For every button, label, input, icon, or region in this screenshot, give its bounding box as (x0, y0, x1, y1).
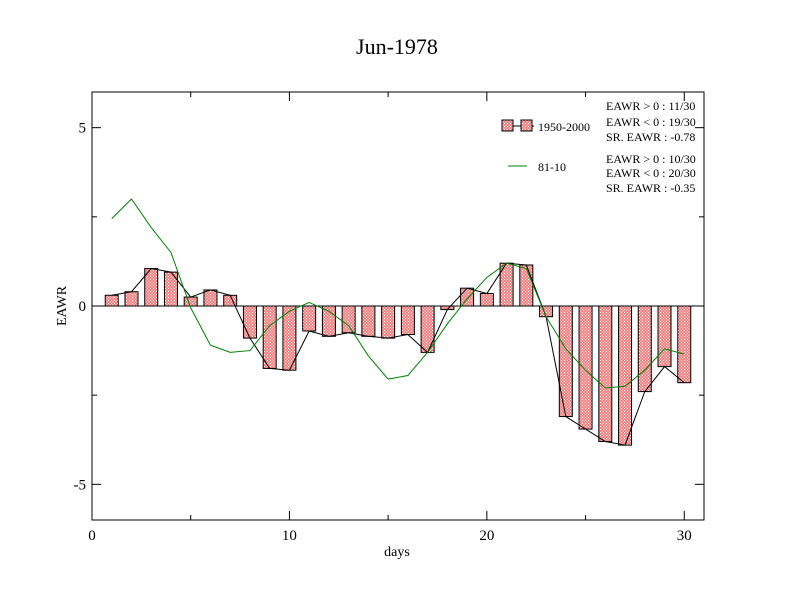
bar-day-24 (558, 305, 573, 418)
x-tick-label: 10 (282, 528, 297, 544)
bar-day-12 (321, 305, 336, 337)
bar-day-15 (381, 305, 396, 339)
bar-day-30 (677, 305, 692, 384)
legend-label-bars: 1950-2000 (538, 120, 590, 134)
bar-day-6 (203, 289, 218, 307)
bar-day-23 (539, 305, 554, 318)
y-tick-label: -5 (74, 477, 87, 493)
bar-day-16 (400, 305, 415, 336)
bar-day-27 (618, 305, 633, 446)
stat-bars-positive: EAWR > 0 : 11/30 (606, 99, 695, 113)
y-axis-label: EAWR (55, 285, 70, 326)
bar-day-29 (657, 305, 672, 368)
bar-day-11 (302, 305, 317, 332)
stat-line-sr: SR. EAWR : -0.35 (606, 181, 695, 195)
x-tick-label: 30 (677, 528, 692, 544)
x-axis-label: days (384, 545, 410, 560)
x-tick-label: 0 (88, 528, 96, 544)
bar-day-14 (361, 305, 376, 337)
x-tick-label: 20 (479, 528, 494, 544)
bar-day-25 (578, 305, 593, 430)
chart-title: Jun-1978 (356, 34, 438, 59)
bar-day-1 (104, 294, 119, 307)
legend: 1950-2000 81-10 (501, 119, 590, 174)
bar-day-19 (460, 287, 475, 307)
stats-block: EAWR > 0 : 11/30 EAWR < 0 : 19/30 SR. EA… (606, 99, 696, 195)
y-tick-label: 0 (79, 299, 87, 315)
series-line-81-10 (111, 198, 685, 389)
bars-connecting-line (111, 262, 685, 446)
bar-day-5 (183, 296, 198, 307)
legend-label-line: 81-10 (538, 160, 566, 174)
stat-bars-sr: SR. EAWR : -0.78 (606, 130, 695, 144)
stat-bars-negative: EAWR < 0 : 19/30 (606, 115, 696, 129)
stat-line-negative: EAWR < 0 : 20/30 (606, 166, 696, 180)
bar-day-22 (519, 264, 534, 307)
bar-day-9 (262, 305, 277, 369)
bar-day-2 (124, 291, 139, 307)
legend-swatch-bars-2 (520, 119, 533, 132)
bar-day-20 (479, 293, 494, 307)
bar-day-26 (598, 305, 613, 443)
legend-swatch-bars (501, 119, 514, 132)
bar-day-8 (242, 305, 257, 339)
bar-day-28 (637, 305, 652, 393)
stat-line-positive: EAWR > 0 : 10/30 (606, 152, 696, 166)
bar-day-13 (341, 305, 356, 334)
y-tick-label: 5 (79, 121, 87, 137)
